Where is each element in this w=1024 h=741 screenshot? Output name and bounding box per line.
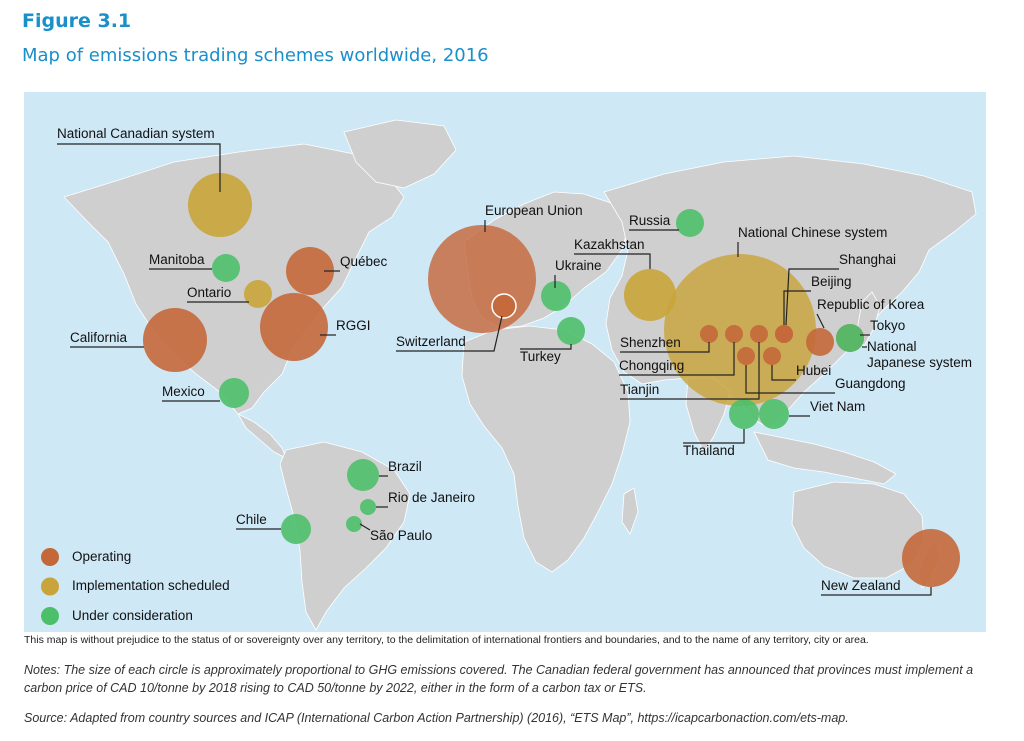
label-rio: Rio de Janeiro xyxy=(388,490,476,505)
legend-marker-consideration xyxy=(41,607,59,625)
leader-line xyxy=(574,253,651,269)
figure-title: Map of emissions trading schemes worldwi… xyxy=(22,45,489,66)
legend-label-consideration: Under consideration xyxy=(72,608,193,623)
label-canada: National Canadian system xyxy=(57,126,215,141)
marker-chongqing xyxy=(725,325,743,343)
marker-switzerland-outline xyxy=(491,293,517,319)
marker-rggi xyxy=(260,293,328,361)
label-japan-line1: National xyxy=(867,339,917,354)
leader-line xyxy=(359,523,371,531)
label-beijing: Beijing xyxy=(811,274,852,289)
marker-viet-nam xyxy=(759,399,789,429)
marker-european-union xyxy=(428,225,536,333)
marker-mexico xyxy=(219,378,249,408)
marker-ontario xyxy=(244,280,272,308)
label-hubei: Hubei xyxy=(796,363,832,378)
marker-qu-bec xyxy=(286,247,334,295)
label-tianjin: Tianjin xyxy=(620,382,660,397)
leader-line xyxy=(816,313,825,329)
label-ontario: Ontario xyxy=(187,285,232,300)
landmass-greenland xyxy=(343,119,457,189)
label-korea: Republic of Korea xyxy=(817,297,925,312)
landmass-central-america xyxy=(236,413,287,459)
label-manitoba: Manitoba xyxy=(149,252,205,267)
legend-label-scheduled: Implementation scheduled xyxy=(72,578,230,593)
leader-line xyxy=(619,342,735,376)
legend-marker-scheduled xyxy=(41,577,59,596)
leader-line xyxy=(57,143,221,192)
label-eu: European Union xyxy=(485,203,583,218)
legend-marker-operating xyxy=(41,548,59,566)
marker-national-canadian-system xyxy=(188,173,252,237)
label-california: California xyxy=(70,330,128,345)
marker-chile xyxy=(281,514,311,544)
leader-line xyxy=(821,587,932,596)
marker-ukraine xyxy=(541,281,571,311)
label-brazil: Brazil xyxy=(388,459,422,474)
map-disclaimer: This map is without prejudice to the sta… xyxy=(24,634,869,646)
figure-source: Source: Adapted from country sources and… xyxy=(24,711,849,725)
label-turkey: Turkey xyxy=(520,349,561,364)
label-switzerland: Switzerland xyxy=(396,334,466,349)
label-russia: Russia xyxy=(629,213,671,228)
marker-shenzhen xyxy=(700,325,718,343)
label-quebec: Québec xyxy=(340,254,388,269)
label-saopaulo: São Paulo xyxy=(370,528,433,543)
label-kazakhstan: Kazakhstan xyxy=(574,237,645,252)
leader-line xyxy=(785,268,839,326)
landmass-madagascar xyxy=(621,487,639,535)
world-map: National Canadian system Manitoba Ontari… xyxy=(24,92,986,632)
marker-s-o-paulo xyxy=(346,516,362,532)
marker-california xyxy=(143,308,207,372)
label-japan-line2: Japanese system xyxy=(867,355,973,370)
marker-national-japanese-system xyxy=(836,324,864,352)
leader-line xyxy=(620,342,710,353)
label-vietnam: Viet Nam xyxy=(810,399,866,414)
label-tokyo: Tokyo xyxy=(870,318,906,333)
marker-russia xyxy=(676,209,704,237)
label-rggi: RGGI xyxy=(336,318,371,333)
marker-tianjin xyxy=(750,325,768,343)
marker-kazakhstan xyxy=(624,269,676,321)
marker-turkey xyxy=(557,317,585,345)
marker-hubei xyxy=(763,347,781,365)
label-guangdong: Guangdong xyxy=(835,376,906,391)
leader-line xyxy=(783,290,811,325)
marker-rio-de-janeiro xyxy=(360,499,376,515)
marker-thailand xyxy=(729,399,759,429)
map-canvas xyxy=(41,119,977,631)
label-chile: Chile xyxy=(236,512,267,527)
leader-line xyxy=(745,365,835,394)
figure-label: Figure 3.1 xyxy=(22,10,132,32)
leader-lines xyxy=(57,143,932,596)
figure-notes: Notes: The size of each circle is approx… xyxy=(24,663,974,695)
marker-manitoba xyxy=(212,254,240,282)
label-shenzhen: Shenzhen xyxy=(620,335,681,350)
label-mexico: Mexico xyxy=(162,384,205,399)
legend-label-operating: Operating xyxy=(72,549,132,564)
leader-line xyxy=(683,429,745,444)
leader-line xyxy=(396,315,503,352)
marker-brazil xyxy=(347,459,379,491)
label-shanghai: Shanghai xyxy=(839,252,897,267)
marker-guangdong xyxy=(737,347,755,365)
landmass-africa xyxy=(461,325,631,573)
leader-line xyxy=(771,365,796,381)
label-thailand: Thailand xyxy=(683,443,735,458)
landmass-south-america xyxy=(279,441,411,631)
landmass-southeast-asia xyxy=(753,431,897,485)
legend-markers xyxy=(41,548,59,625)
label-newzealand: New Zealand xyxy=(821,578,901,593)
leader-line xyxy=(620,342,760,400)
label-ukraine: Ukraine xyxy=(555,258,602,273)
marker-switzerland xyxy=(492,294,516,318)
marker-new-zealand xyxy=(902,529,960,587)
label-china: National Chinese system xyxy=(738,225,888,240)
marker-beijing xyxy=(775,325,793,343)
marker-republic-of-korea xyxy=(806,328,834,356)
label-chongqing: Chongqing xyxy=(619,358,685,373)
scheme-markers xyxy=(143,173,960,587)
leader-line xyxy=(520,344,572,350)
